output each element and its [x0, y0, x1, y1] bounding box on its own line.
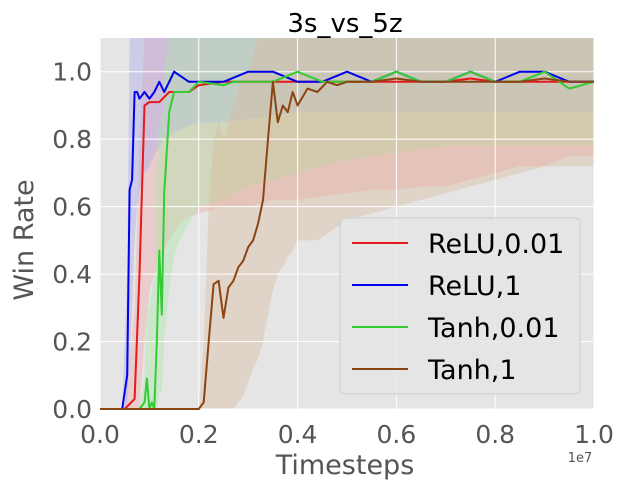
x-axis-offset-label: 1e7	[568, 451, 593, 466]
confidence-band-0	[100, 38, 594, 409]
y-tick-label: 0.6	[52, 193, 92, 222]
legend: ReLU,0.01 ReLU,1 Tanh,0.01 Tanh,1	[339, 217, 581, 395]
confidence-band-2	[100, 38, 594, 409]
x-tick-label: 0.4	[278, 420, 318, 449]
x-tick-label: 0.2	[179, 420, 219, 449]
series-line-3	[100, 77, 594, 410]
x-axis-label: Timesteps	[275, 450, 415, 481]
x-tick-labels: 0.0 0.2 0.4 0.6 0.8 1.0	[80, 420, 614, 449]
x-tick-label: 0.8	[475, 420, 515, 449]
series-line-2	[100, 70, 595, 410]
y-tick-labels: 0.0 0.2 0.4 0.6 0.8 1.0	[52, 58, 92, 424]
y-tick-label: 0.8	[52, 125, 92, 154]
series-lines	[100, 70, 595, 410]
x-tick-label: 1.0	[574, 420, 614, 449]
legend-label-2: Tanh,0.01	[427, 313, 560, 344]
x-tick-label: 0.6	[377, 420, 417, 449]
chart-title: 3s_vs_5z	[287, 9, 402, 39]
x-tick-label: 0.0	[80, 420, 120, 449]
y-tick-label: 0.4	[52, 260, 92, 289]
y-tick-label: 1.0	[52, 58, 92, 87]
confidence-band-1	[100, 38, 594, 409]
legend-label-1: ReLU,1	[428, 271, 521, 302]
y-axis-label: Win Rate	[9, 179, 40, 300]
y-tick-label: 0.2	[52, 328, 92, 357]
legend-label-3: Tanh,1	[427, 355, 517, 386]
y-tick-label: 0.0	[52, 395, 92, 424]
legend-box	[339, 217, 581, 395]
legend-label-0: ReLU,0.01	[428, 229, 564, 260]
